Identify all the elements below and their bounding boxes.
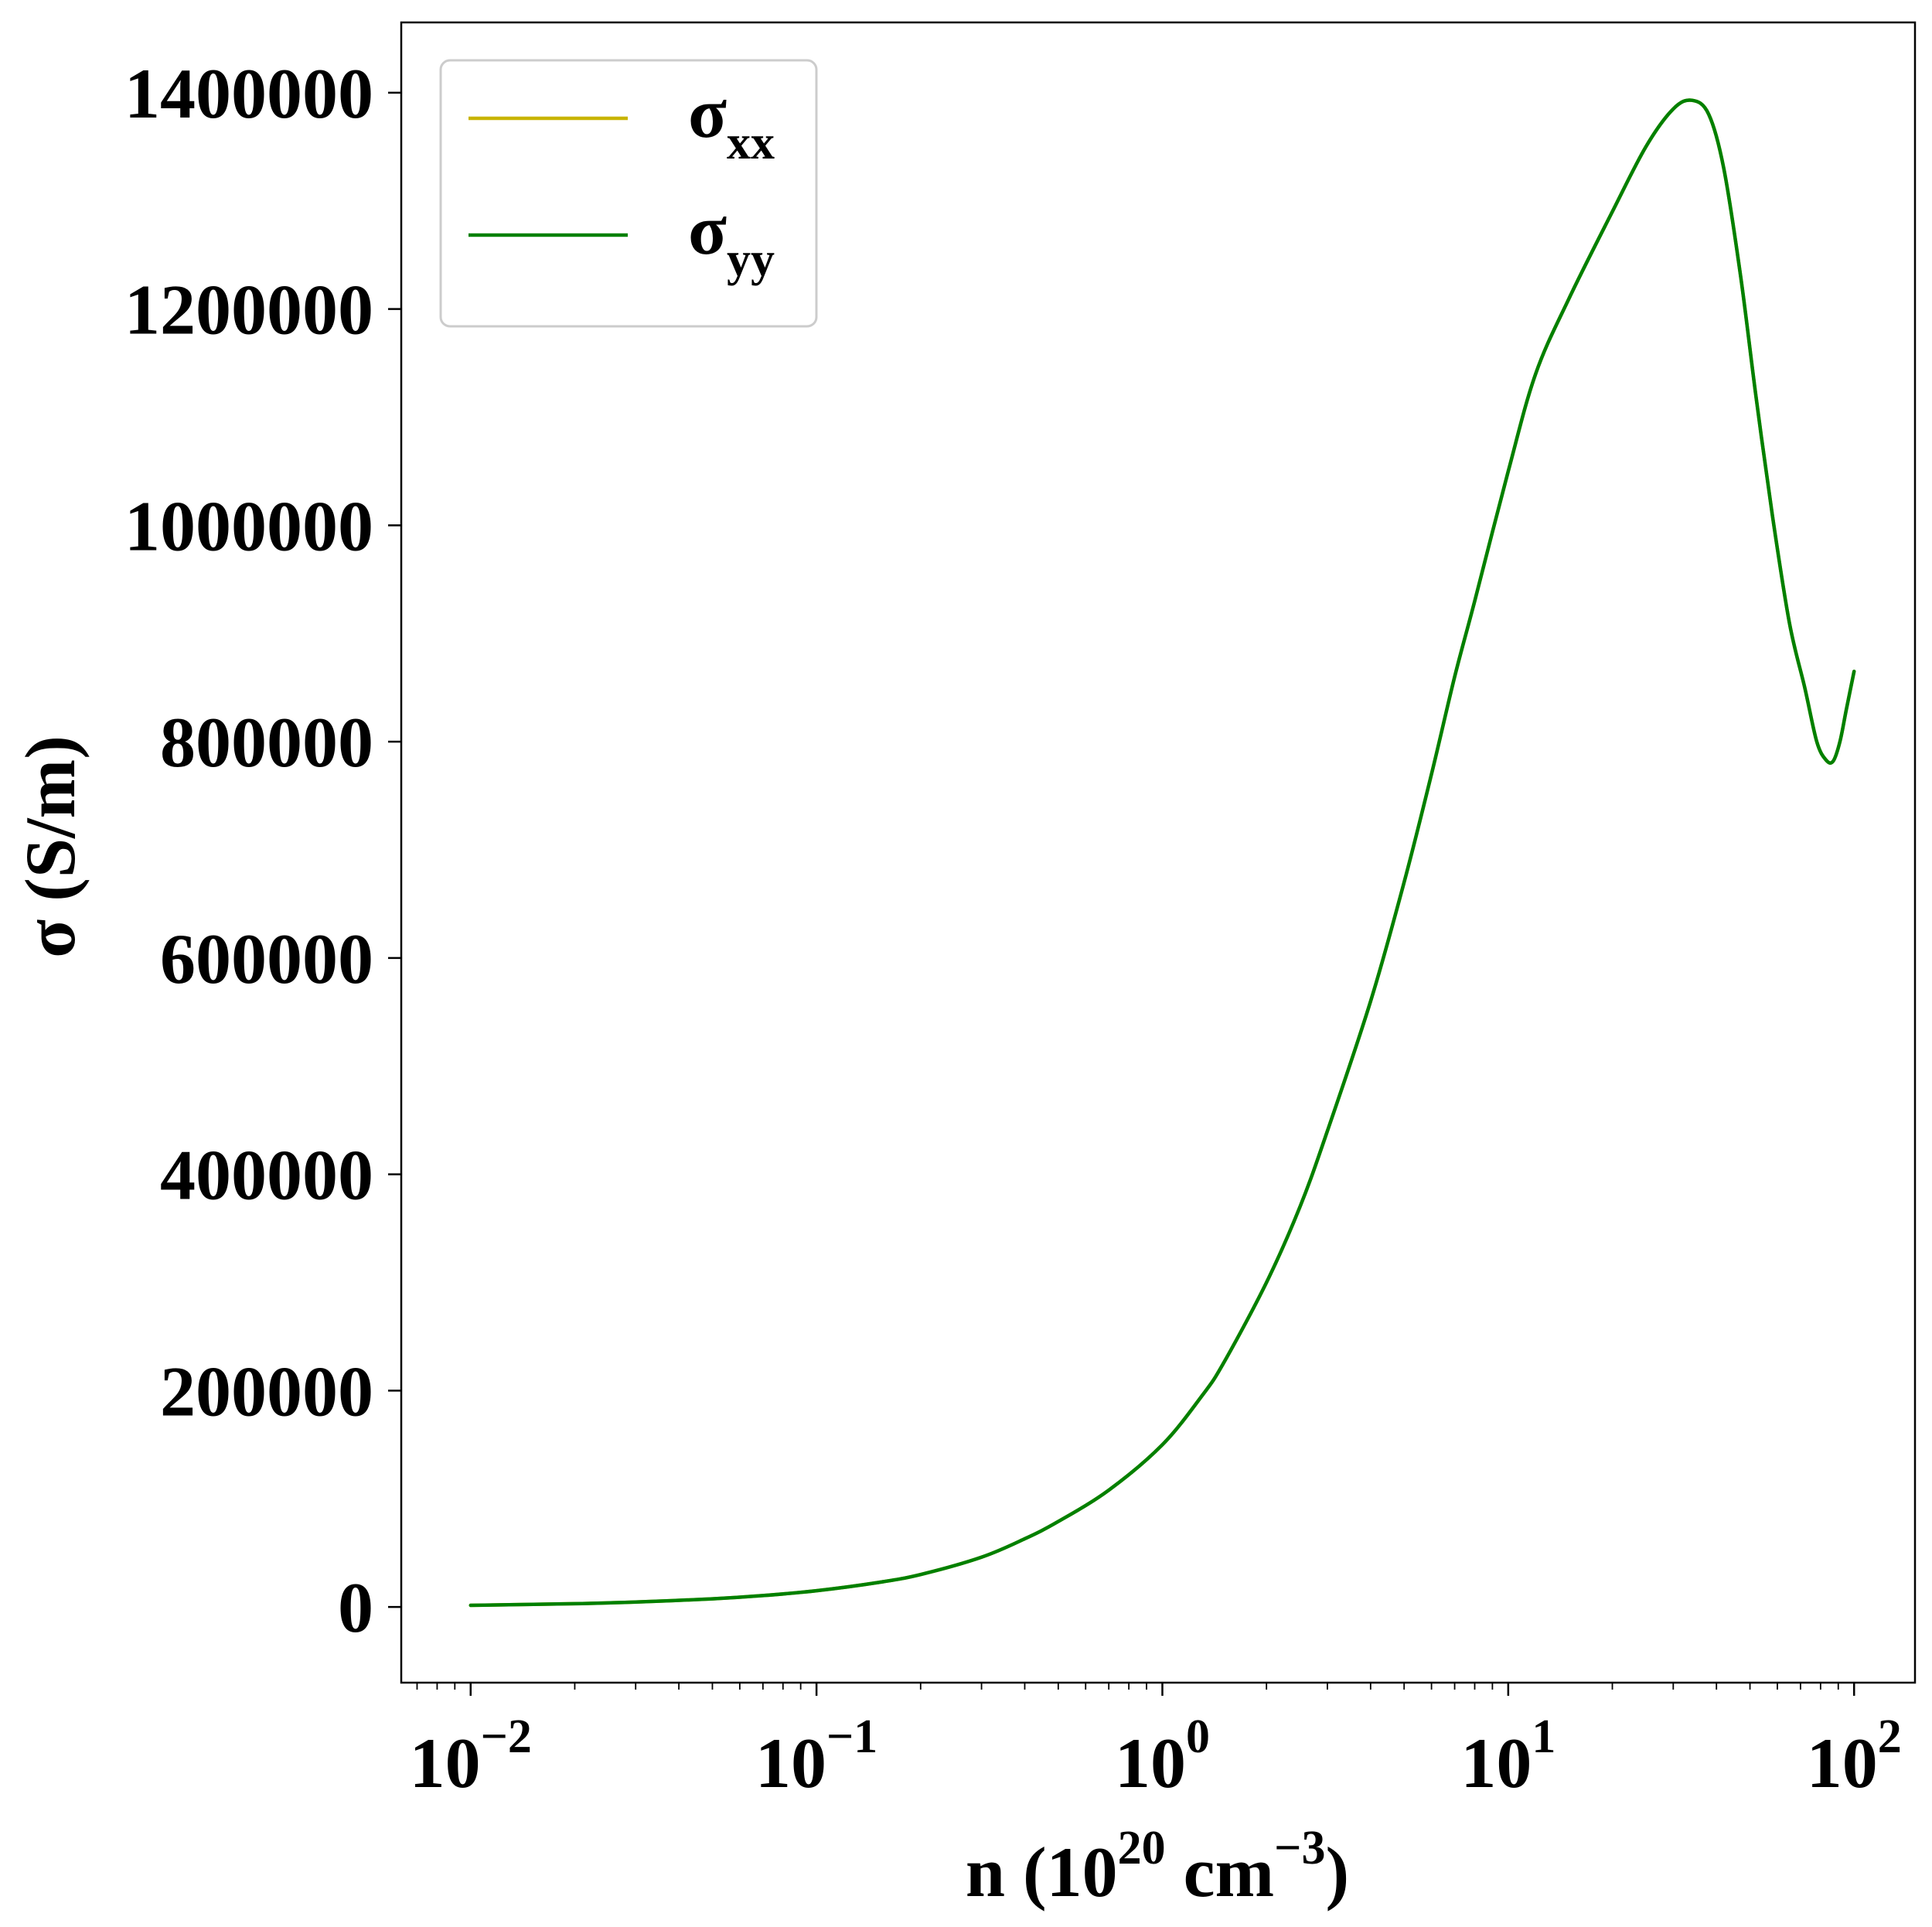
x-tick-label: 101 bbox=[1460, 1710, 1555, 1803]
y-tick-label: 600000 bbox=[160, 919, 373, 998]
y-tick-label: 400000 bbox=[160, 1136, 373, 1215]
x-axis-title-suffix: ) bbox=[1326, 1833, 1350, 1912]
x-tick-label: 100 bbox=[1115, 1710, 1210, 1803]
x-axis-title-exponent-2: −3 bbox=[1274, 1822, 1325, 1874]
series-layer bbox=[469, 98, 1856, 1608]
y-axis-title: σ (S/m) bbox=[11, 735, 90, 958]
x-axis-title-middle: cm bbox=[1166, 1833, 1274, 1912]
x-axis-title: n (1020 cm−3) bbox=[966, 1822, 1349, 1912]
y-tick-label: 200000 bbox=[160, 1352, 373, 1431]
y-tick-label: 1400000 bbox=[124, 54, 373, 133]
legend-label-yy: σyy bbox=[688, 190, 775, 286]
y-tick-label: 800000 bbox=[160, 703, 373, 782]
legend: σxx σyy bbox=[439, 59, 818, 328]
plot-frame bbox=[400, 21, 1917, 1684]
y-tick-label: 0 bbox=[338, 1568, 373, 1647]
y-axis: 0 200000 400000 600000 800000 1000000 1200000 1… bbox=[124, 54, 401, 1647]
y-tick-label: 1200000 bbox=[124, 271, 373, 350]
x-tick-label: 10−2 bbox=[410, 1710, 532, 1803]
x-tick-label: 102 bbox=[1807, 1710, 1902, 1803]
x-axis-title-prefix: n (10 bbox=[966, 1833, 1118, 1912]
x-axis: 10−2 10−1 100 101 102 bbox=[410, 1683, 1902, 1803]
legend-frame bbox=[439, 59, 818, 328]
series-line-sigma-yy bbox=[469, 98, 1856, 1608]
x-axis-title-exponent-1: 20 bbox=[1118, 1822, 1166, 1874]
y-tick-label: 1000000 bbox=[124, 486, 373, 565]
legend-label-xx: σxx bbox=[688, 73, 775, 169]
x-tick-label: 10−1 bbox=[755, 1710, 877, 1803]
